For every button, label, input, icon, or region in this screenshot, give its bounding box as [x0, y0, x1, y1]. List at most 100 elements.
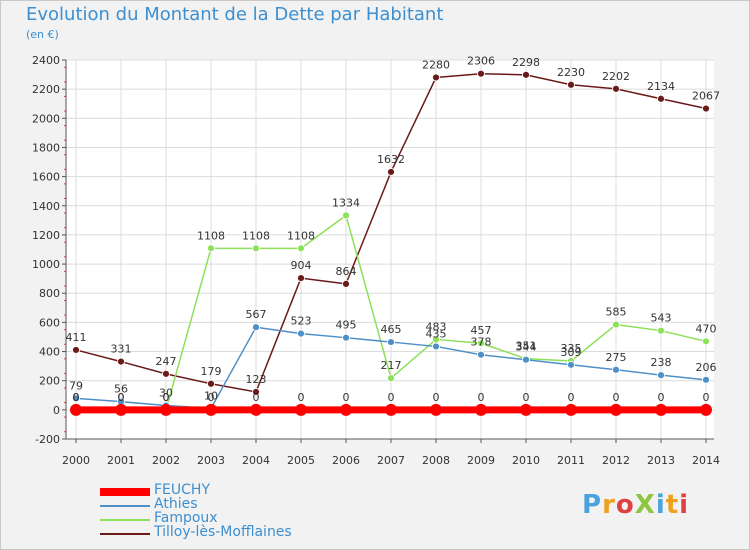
data-point	[567, 80, 575, 89]
data-label: 2202	[602, 70, 630, 83]
legend-swatch	[100, 519, 150, 521]
legend-label: FEUCHY	[154, 482, 210, 498]
data-label: 1108	[242, 229, 270, 242]
data-label: 179	[201, 365, 222, 378]
data-label: 123	[246, 373, 267, 386]
data-point	[432, 73, 440, 82]
x-tick-label: 2008	[422, 454, 450, 467]
data-label: 0	[163, 391, 170, 404]
y-tick-label: 1800	[32, 141, 60, 154]
data-point	[477, 339, 485, 348]
data-label: 543	[651, 312, 672, 325]
x-tick-label: 2006	[332, 454, 360, 467]
data-label: 0	[433, 391, 440, 404]
data-point	[657, 371, 665, 380]
data-label: 411	[66, 331, 87, 344]
data-label: 238	[651, 356, 672, 369]
data-label: 0	[118, 391, 125, 404]
x-tick-label: 2011	[557, 454, 585, 467]
data-point	[160, 403, 172, 416]
chart-title: Evolution du Montant de la Dette par Hab…	[26, 4, 444, 25]
data-label: 1632	[377, 153, 405, 166]
data-label: 0	[343, 391, 350, 404]
data-point	[117, 357, 125, 366]
data-label: 1108	[197, 229, 225, 242]
x-tick-label: 2003	[197, 454, 225, 467]
data-label: 0	[523, 391, 530, 404]
data-label: 10	[204, 389, 218, 402]
data-point	[657, 94, 665, 103]
data-point	[432, 342, 440, 351]
y-tick-label: 1200	[32, 229, 60, 242]
data-point	[70, 403, 82, 416]
data-point	[250, 403, 262, 416]
data-label: 2306	[467, 55, 495, 68]
x-tick-label: 2004	[242, 454, 270, 467]
x-tick-label: 2013	[647, 454, 675, 467]
data-label: 465	[381, 323, 402, 336]
data-label: 585	[606, 306, 627, 319]
data-point	[477, 350, 485, 359]
data-point	[297, 274, 305, 282]
data-point	[387, 374, 395, 383]
y-tick-label: 800	[39, 287, 60, 300]
data-point	[387, 338, 395, 346]
data-point	[295, 403, 307, 416]
legend-label: Athies	[154, 496, 198, 512]
legend-label: Fampoux	[154, 510, 218, 526]
data-label: 1108	[287, 229, 315, 242]
data-point	[700, 403, 712, 416]
y-tick-label: -200	[35, 433, 60, 446]
data-point	[475, 403, 487, 416]
x-tick-label: 2000	[62, 454, 90, 467]
data-label: 470	[696, 322, 717, 335]
data-label: 331	[111, 343, 132, 356]
data-point	[477, 69, 485, 78]
data-point	[612, 365, 620, 374]
data-point	[342, 211, 350, 220]
data-point	[162, 369, 170, 378]
y-tick-label: 400	[39, 346, 60, 359]
data-point	[655, 403, 667, 416]
legend-swatch	[100, 505, 150, 507]
x-tick-label: 2010	[512, 454, 540, 467]
data-label: 0	[73, 391, 80, 404]
data-point	[115, 403, 127, 416]
data-label: 0	[658, 391, 665, 404]
x-tick-label: 2009	[467, 454, 495, 467]
data-label: 0	[388, 391, 395, 404]
data-label: 30	[159, 386, 173, 399]
data-point	[207, 379, 215, 388]
legend-label: Tilloy-lès-Mofflaines	[154, 524, 292, 540]
data-label: 523	[291, 315, 312, 328]
data-point	[430, 403, 442, 416]
data-point	[567, 360, 575, 369]
data-label: 0	[163, 391, 170, 404]
data-label: 1334	[332, 196, 360, 209]
data-point	[252, 244, 260, 253]
data-point	[522, 355, 530, 364]
data-label: 2230	[557, 66, 585, 79]
data-label: 247	[156, 355, 177, 368]
y-tick-label: 200	[39, 375, 60, 388]
data-label: 864	[336, 265, 357, 278]
data-label: 275	[606, 351, 627, 364]
legend-item: Tilloy-lès-Mofflaines	[100, 524, 360, 541]
data-label: 2134	[647, 80, 675, 93]
data-label: 0	[478, 391, 485, 404]
data-label: 495	[336, 319, 357, 332]
data-point	[565, 403, 577, 416]
x-tick-label: 2002	[152, 454, 180, 467]
legend-swatch	[100, 533, 150, 535]
data-point	[702, 375, 710, 384]
data-label: 904	[291, 259, 312, 272]
data-label: 0	[73, 391, 80, 404]
data-label: 309	[561, 346, 582, 359]
data-label: 344	[516, 341, 537, 354]
data-label: 217	[381, 359, 402, 372]
data-point	[387, 168, 395, 176]
data-point	[520, 403, 532, 416]
y-tick-label: 1600	[32, 171, 60, 184]
data-label: 0	[568, 391, 575, 404]
